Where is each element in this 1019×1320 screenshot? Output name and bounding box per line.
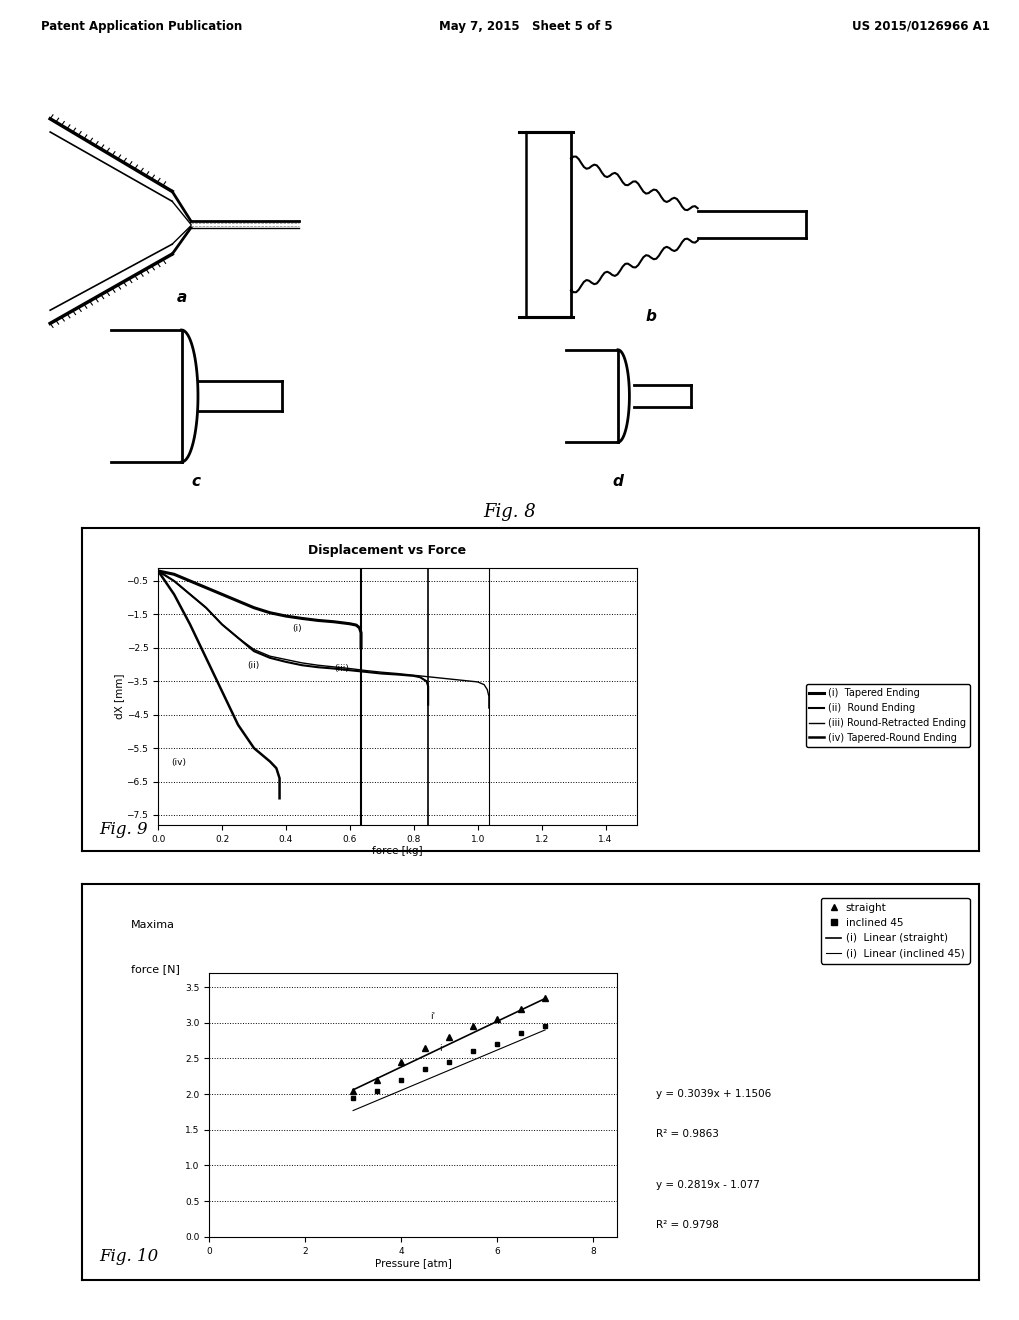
Text: y = 0.3039x + 1.1506: y = 0.3039x + 1.1506	[655, 1089, 770, 1100]
X-axis label: force [kg]: force [kg]	[372, 846, 423, 857]
Text: Maxima: Maxima	[130, 920, 175, 931]
Text: a: a	[176, 289, 186, 305]
Text: b: b	[645, 309, 655, 325]
Text: Fig. 8: Fig. 8	[483, 503, 536, 521]
X-axis label: Pressure [atm]: Pressure [atm]	[374, 1258, 451, 1269]
Text: (iii): (iii)	[333, 664, 348, 673]
Text: c: c	[191, 474, 200, 490]
Legend: straight, inclined 45, (i)  Linear (straight), (i)  Linear (inclined 45): straight, inclined 45, (i) Linear (strai…	[819, 898, 968, 964]
Text: y = 0.2819x - 1.077: y = 0.2819x - 1.077	[655, 1180, 759, 1191]
Text: US 2015/0126966 A1: US 2015/0126966 A1	[851, 20, 988, 33]
Text: (i): (i)	[292, 624, 302, 634]
Text: Displacement vs Force: Displacement vs Force	[308, 544, 466, 557]
Text: May 7, 2015   Sheet 5 of 5: May 7, 2015 Sheet 5 of 5	[438, 20, 611, 33]
Text: Fig. 10: Fig. 10	[100, 1247, 159, 1265]
Text: Fig. 9: Fig. 9	[100, 821, 148, 838]
Text: R² = 0.9798: R² = 0.9798	[655, 1220, 718, 1230]
Legend: (i)  Tapered Ending, (ii)  Round Ending, (iii) Round-Retracted Ending, (iv) Tape: (i) Tapered Ending, (ii) Round Ending, (…	[805, 684, 969, 747]
Y-axis label: dX [mm]: dX [mm]	[113, 673, 123, 719]
Text: at Inflation Pressure of 6 atm: at Inflation Pressure of 6 atm	[283, 583, 490, 595]
Text: i: i	[439, 1044, 441, 1053]
Text: (iv): (iv)	[171, 758, 185, 767]
Text: (ii): (ii)	[248, 661, 260, 669]
Text: i': i'	[429, 1011, 434, 1020]
Text: force [N]: force [N]	[130, 964, 179, 974]
Text: d: d	[611, 474, 623, 490]
Text: R² = 0.9863: R² = 0.9863	[655, 1129, 718, 1139]
Text: Patent Application Publication: Patent Application Publication	[41, 20, 242, 33]
